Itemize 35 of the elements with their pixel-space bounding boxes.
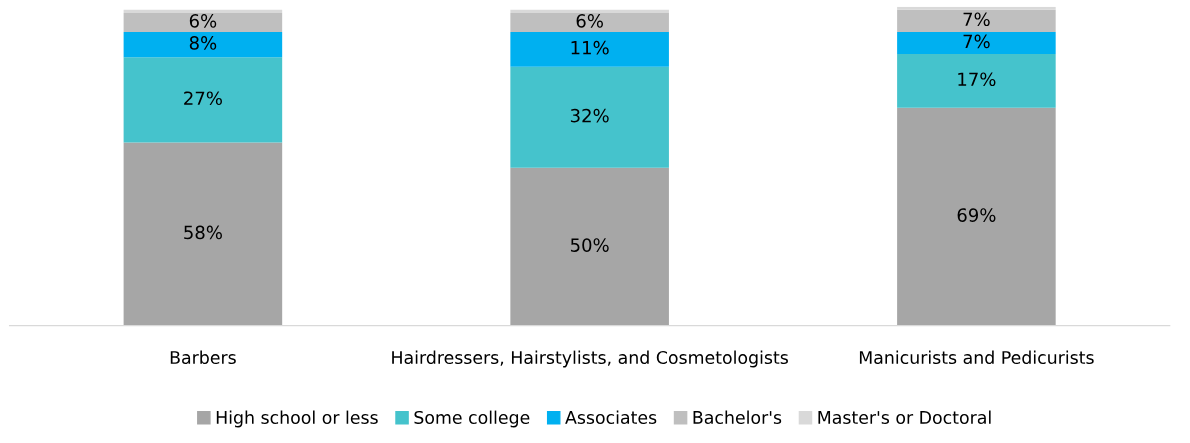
data-label: 27% — [184, 91, 222, 106]
bar — [123, 9, 283, 13]
bar — [510, 31, 669, 67]
legend-label: High school or less — [216, 410, 378, 428]
data-label: 32% — [570, 108, 609, 123]
legend-label: Bachelor's — [693, 410, 782, 425]
legend-label: Associates — [565, 410, 657, 425]
bar — [123, 57, 283, 143]
legend-label: Some college — [414, 410, 530, 428]
bar — [510, 12, 669, 32]
bar — [510, 66, 669, 168]
bar — [897, 107, 1056, 326]
bar — [897, 31, 1056, 55]
bar — [510, 167, 669, 326]
legend-label: Master's or Doctoral — [818, 410, 991, 425]
bar — [123, 31, 283, 58]
x-tick-label: Manicurists and Pedicurists — [859, 350, 1094, 365]
bar — [897, 6, 1056, 10]
bar — [897, 9, 1056, 32]
bar — [123, 142, 283, 326]
data-label: 6% — [189, 14, 217, 28]
data-label: 58% — [184, 225, 222, 240]
bar — [123, 12, 283, 32]
bar — [897, 54, 1056, 108]
x-tick-label: Barbers — [170, 350, 236, 365]
data-label: 7% — [963, 34, 990, 49]
data-label: 17% — [958, 72, 996, 87]
data-label: 50% — [570, 238, 609, 252]
data-label: 11% — [571, 40, 609, 55]
data-label: 69% — [957, 208, 996, 222]
bar — [510, 9, 669, 13]
data-label: 7% — [963, 12, 990, 27]
data-label: 8% — [189, 36, 217, 50]
data-label: 6% — [576, 14, 603, 28]
x-tick-label: Hairdressers, Hairstylists, and Cosmetologists — [392, 350, 788, 368]
